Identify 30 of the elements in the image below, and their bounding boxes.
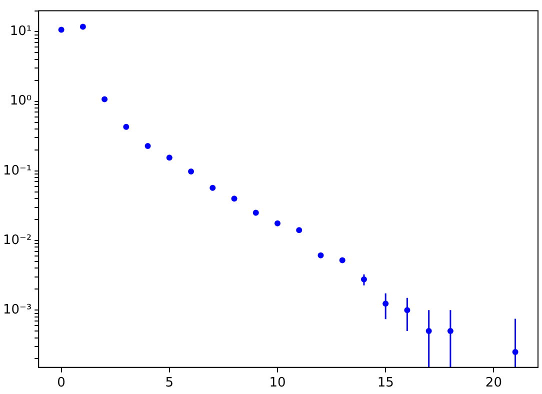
point (210, 184, 216, 191)
point (404, 307, 410, 314)
point (512, 348, 518, 355)
point (188, 168, 194, 175)
point (58, 26, 64, 33)
point (231, 196, 238, 202)
point (360, 276, 367, 282)
x-tick-label: 10 (269, 376, 286, 391)
point (339, 257, 346, 264)
y-tick-label: 10¹ (10, 24, 32, 40)
y-tick-label: 10⁻³ (2, 302, 32, 318)
x-tick-label: 0 (57, 376, 66, 391)
point (382, 300, 389, 307)
x-tick-label: 20 (485, 376, 502, 391)
point (296, 227, 302, 234)
x-tick-label: 15 (377, 376, 394, 391)
y-tick-label: 10⁻¹ (2, 163, 32, 178)
point (123, 124, 130, 130)
point (80, 24, 86, 30)
y-tick-label: 10⁰ (10, 94, 32, 109)
point (102, 96, 108, 102)
point (144, 143, 151, 150)
point (252, 210, 259, 216)
point (318, 252, 324, 258)
point (274, 220, 280, 226)
point (447, 328, 454, 334)
point (166, 154, 172, 161)
x-tick-label: 5 (165, 376, 174, 391)
point (426, 328, 432, 334)
y-tick-label: 10⁻² (2, 232, 32, 248)
